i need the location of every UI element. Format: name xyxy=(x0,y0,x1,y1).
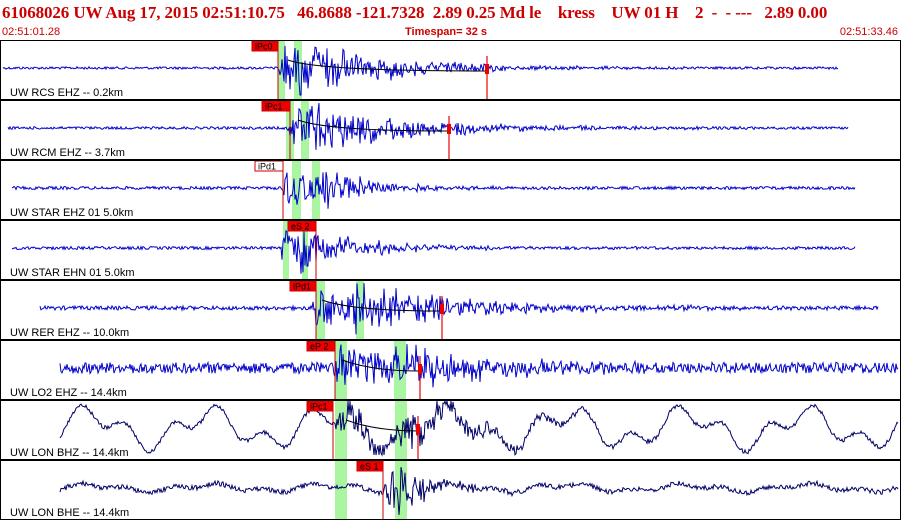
panel-border xyxy=(0,160,901,220)
panel-border xyxy=(0,40,901,100)
channel-panel[interactable]: iPd1 UW STAR EHZ 01 5.0km xyxy=(0,160,901,220)
coda-marker-tick xyxy=(416,424,420,434)
channel-label: UW RCM EHZ -- 3.7km xyxy=(10,147,125,159)
coda-marker-tick xyxy=(485,64,489,74)
pick-label: iPc0 xyxy=(255,42,273,52)
pick-window xyxy=(294,40,302,100)
channel-label: UW STAR EHN 01 5.0km xyxy=(10,267,135,279)
pick-label: eS 2 xyxy=(291,222,310,232)
channel-panel[interactable]: eS 2 UW STAR EHN 01 5.0km xyxy=(0,220,901,280)
coda-marker-tick xyxy=(447,124,451,134)
channel-panel[interactable]: iPc1 UW RCM EHZ -- 3.7km xyxy=(0,100,901,160)
channel-panel[interactable]: iPc1 UW LON BHZ -- 14.4km xyxy=(0,399,901,460)
waveform-trace xyxy=(11,172,856,209)
pick-label: iPd1 xyxy=(293,282,311,292)
pick-label: eP 2 xyxy=(310,342,328,352)
start-time: 02:51:01.28 xyxy=(2,26,61,38)
pick-window xyxy=(335,340,347,400)
coda-line xyxy=(321,299,443,312)
channel-panel[interactable]: eP 2 UW LO2 EHZ -- 14.4km xyxy=(0,340,901,400)
channel-label: UW RER EHZ -- 10.0km xyxy=(10,327,129,339)
waveform-trace xyxy=(7,103,849,150)
pick-label: iPc1 xyxy=(265,102,283,112)
pick-window xyxy=(335,460,347,520)
coda-line xyxy=(341,359,421,372)
channel-label: UW LON BHE -- 14.4km xyxy=(10,507,129,519)
waveform-trace xyxy=(11,229,856,274)
waveform-trace xyxy=(39,283,879,335)
pick-window xyxy=(292,160,301,220)
coda-marker-tick xyxy=(418,364,422,374)
waveform-trace xyxy=(2,45,839,96)
channel-label: UW RCS EHZ -- 0.2km xyxy=(10,87,123,99)
waveform-trace xyxy=(59,399,899,457)
end-time: 02:51:33.46 xyxy=(839,26,898,38)
pick-label: iPd1 xyxy=(258,162,276,172)
coda-line xyxy=(345,419,419,432)
channel-label: UW STAR EHZ 01 5.0km xyxy=(10,207,133,219)
coda-line xyxy=(297,119,450,132)
pick-label: iPc1 xyxy=(310,402,328,412)
channel-panel[interactable]: iPd1 UW RER EHZ -- 10.0km xyxy=(0,280,901,340)
timespan-label: Timespan= 32 s xyxy=(405,26,488,38)
channel-panel[interactable]: eS 1 UW LON BHE -- 14.4km xyxy=(0,460,901,520)
pick-window xyxy=(283,220,289,280)
event-title: 61068026 UW Aug 17, 2015 02:51:10.75 46.… xyxy=(2,3,828,22)
coda-marker-tick xyxy=(440,304,444,314)
pick-window xyxy=(395,400,407,460)
header-bar: 61068026 UW Aug 17, 2015 02:51:10.75 46.… xyxy=(0,0,901,40)
seismogram-plot[interactable]: iPc0 UW RCS EHZ -- 0.2km iPc1 UW RCM EHZ --… xyxy=(0,40,901,520)
pick-label: eS 1 xyxy=(360,462,379,472)
channel-label: UW LO2 EHZ -- 14.4km xyxy=(10,387,127,399)
waveform-trace xyxy=(59,344,899,388)
panel-border xyxy=(0,220,901,280)
channel-label: UW LON BHZ -- 14.4km xyxy=(10,447,129,459)
pick-window xyxy=(312,160,320,220)
pick-window xyxy=(301,100,309,160)
channel-panel[interactable]: iPc0 UW RCS EHZ -- 0.2km xyxy=(0,40,901,100)
waveform-trace xyxy=(59,466,899,516)
coda-line xyxy=(287,59,488,72)
